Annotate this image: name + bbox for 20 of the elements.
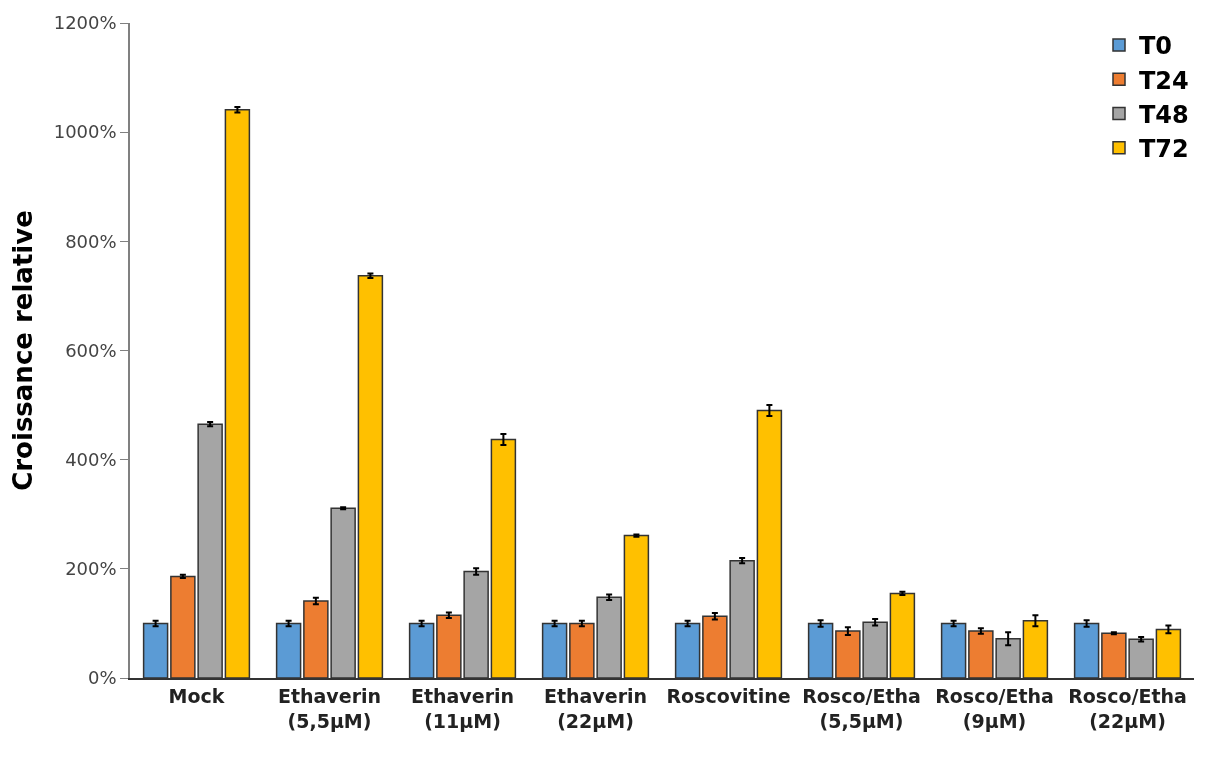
y-tick-label: 600% (65, 339, 117, 361)
y-axis-title: Croissance relative (7, 210, 38, 491)
x-tick-label: Ethaverin (11µM) (410, 684, 515, 732)
x-tick-label: Rosco/Etha (22µM) (1068, 684, 1187, 732)
y-tick-label: 0% (88, 667, 117, 689)
y-tick-label: 1200% (53, 12, 117, 34)
legend-label: T48 (1139, 100, 1189, 129)
x-tick-label: Rosco/Etha (5,5µM) (802, 684, 921, 732)
x-tick-label: Roscovitine (666, 684, 791, 707)
x-tick-label: Ethaverin (5,5µM) (277, 684, 382, 732)
y-tick-label: 1000% (53, 121, 117, 143)
legend-label: T72 (1139, 135, 1189, 164)
x-tick-label: Rosco/Etha (9µM) (935, 684, 1054, 732)
legend-label: T24 (1139, 66, 1189, 95)
x-tick-label: Ethaverin (22µM) (543, 684, 648, 732)
y-tick-label: 200% (65, 558, 117, 580)
y-tick-label: 800% (65, 230, 117, 252)
legend-label: T0 (1139, 32, 1173, 61)
y-tick-label: 400% (65, 448, 117, 470)
x-tick-label: Mock (168, 684, 225, 707)
